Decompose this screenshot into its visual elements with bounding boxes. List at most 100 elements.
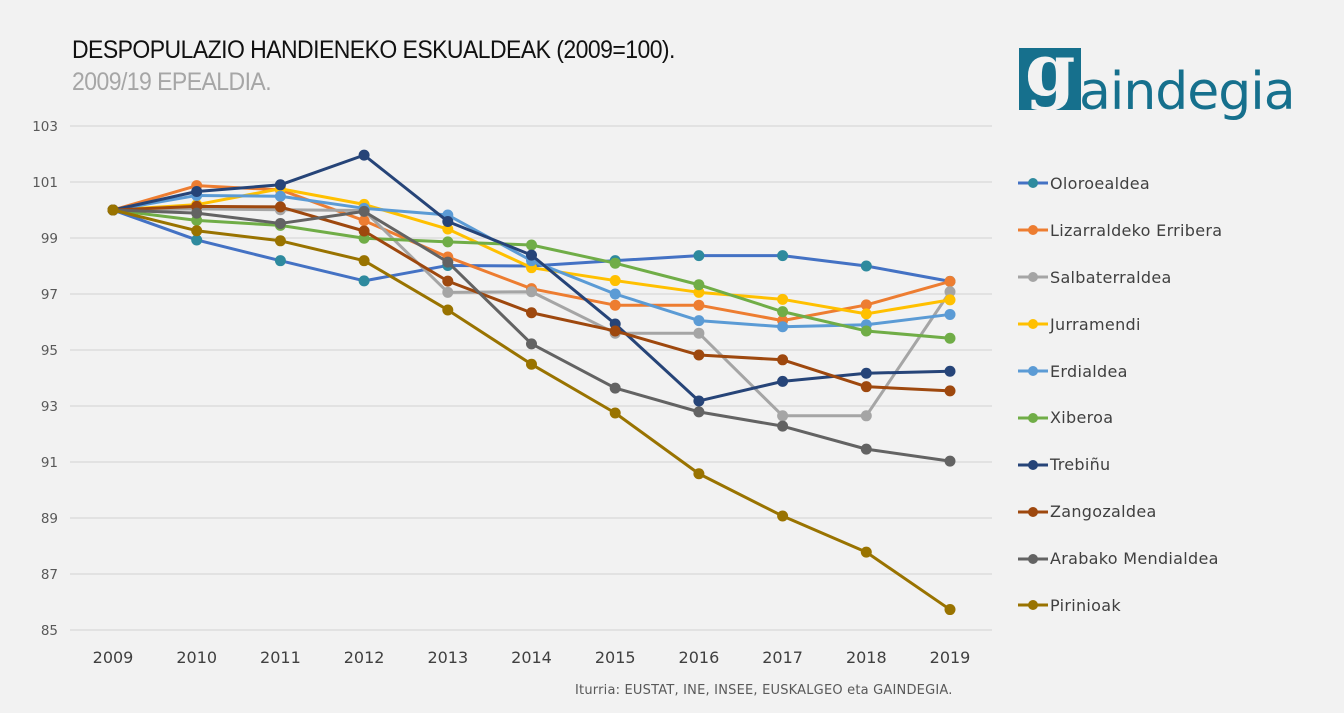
series-group [107, 149, 956, 616]
data-point [777, 293, 789, 305]
data-point [944, 365, 956, 377]
data-point [693, 299, 705, 311]
data-point [944, 604, 956, 616]
y-tick-label: 87 [41, 567, 58, 583]
legend-label: Erdialdea [1050, 361, 1128, 381]
data-point [442, 236, 454, 248]
x-axis-ticks: 2009 2010 2011 2012 2013 2014 2015 2016 2017 2018… [93, 648, 971, 667]
data-point [358, 225, 370, 237]
legend-label: Oloroealdea [1050, 173, 1151, 193]
data-point [777, 510, 789, 522]
legend-swatch [1018, 272, 1048, 283]
legend-item: Arabako Mendialdea [1018, 535, 1222, 582]
legend-swatch [1018, 225, 1048, 236]
legend-marker [1028, 366, 1038, 376]
data-point [274, 190, 286, 202]
y-tick-label: 93 [41, 399, 58, 415]
data-point [442, 275, 454, 287]
data-point [777, 375, 789, 387]
source-note: Iturria: EUSTAT, INE, INSEE, EUSKALGEO e… [575, 683, 953, 698]
x-tick-label: 2009 [93, 648, 134, 667]
data-point [609, 275, 621, 287]
legend: Oloroealdea Lizarraldeko Erribera Salbater… [1018, 160, 1222, 629]
data-point [191, 234, 203, 246]
data-point [526, 239, 537, 251]
y-tick-label: 89 [41, 511, 58, 527]
data-point [860, 546, 872, 558]
data-point [944, 332, 956, 344]
data-point [777, 354, 789, 366]
data-point [693, 315, 705, 327]
data-point [358, 149, 370, 161]
legend-label: Zangozaldea [1050, 502, 1157, 522]
chart-title: DESPOPULAZIO HANDIENEKO ESKUALDEAK (2009… [72, 36, 675, 64]
data-point [191, 186, 203, 198]
legend-item: Lizarraldeko Erribera [1018, 207, 1222, 254]
logo-box: g [1019, 48, 1081, 110]
data-point [944, 286, 956, 298]
logo-text: aindegia [1079, 62, 1296, 122]
data-point [860, 308, 872, 320]
legend-marker [1028, 272, 1038, 283]
data-point [693, 406, 705, 418]
data-point [191, 225, 203, 237]
data-point [860, 325, 872, 337]
data-point [693, 349, 705, 361]
data-point [274, 235, 286, 247]
data-point [274, 179, 286, 191]
legend-item: Jurramendi [1018, 301, 1222, 348]
data-point [274, 201, 286, 213]
legend-swatch [1018, 553, 1048, 564]
legend-marker [1028, 225, 1038, 236]
data-point [609, 407, 621, 419]
x-tick-label: 2014 [511, 648, 552, 667]
data-point [693, 279, 705, 291]
data-point [191, 207, 203, 219]
series-xiberoa [107, 204, 956, 344]
series-line [112, 208, 951, 340]
data-point [609, 299, 621, 311]
data-point [860, 367, 872, 379]
legend-swatch [1018, 506, 1048, 517]
chart-subtitle: 2009/19 EPEALDIA. [72, 68, 272, 96]
data-point [274, 255, 286, 267]
gaindegia-logo: g aindegia [1019, 46, 1296, 118]
legend-item: Xiberoa [1018, 394, 1222, 441]
legend-swatch [1018, 459, 1048, 470]
legend-label: Pirinioak [1050, 595, 1121, 615]
data-point [944, 385, 956, 397]
y-tick-label: 103 [32, 119, 58, 135]
legend-marker [1028, 506, 1038, 517]
series-pirinioak [107, 204, 956, 616]
legend-label: Xiberoa [1050, 408, 1114, 428]
legend-label: Jurramendi [1050, 314, 1141, 334]
legend-item: Trebiñu [1018, 441, 1222, 488]
legend-item: Oloroealdea [1018, 160, 1222, 207]
x-tick-label: 2013 [427, 648, 468, 667]
y-tick-label: 91 [41, 455, 58, 471]
data-point [358, 205, 370, 217]
x-tick-label: 2018 [846, 648, 887, 667]
data-point [777, 250, 789, 262]
y-axis-ticks: 85 87 89 91 93 95 97 99 101 103 [32, 119, 58, 639]
data-point [442, 223, 454, 235]
x-tick-label: 2019 [930, 648, 971, 667]
data-point [693, 286, 705, 298]
legend-marker [1028, 553, 1038, 564]
x-tick-label: 2010 [176, 648, 217, 667]
data-point [609, 382, 621, 394]
x-tick-label: 2011 [260, 648, 301, 667]
x-tick-label: 2017 [762, 648, 803, 667]
data-point [860, 299, 872, 311]
legend-label: Trebiñu [1050, 455, 1111, 475]
data-point [358, 215, 370, 227]
legend-swatch [1018, 178, 1048, 189]
data-point [526, 249, 537, 261]
data-point [860, 410, 872, 422]
x-tick-label: 2015 [595, 648, 636, 667]
legend-label: Arabako Mendialdea [1050, 549, 1219, 569]
y-tick-label: 97 [41, 287, 58, 303]
y-tick-label: 85 [41, 623, 58, 639]
data-point [609, 257, 621, 269]
